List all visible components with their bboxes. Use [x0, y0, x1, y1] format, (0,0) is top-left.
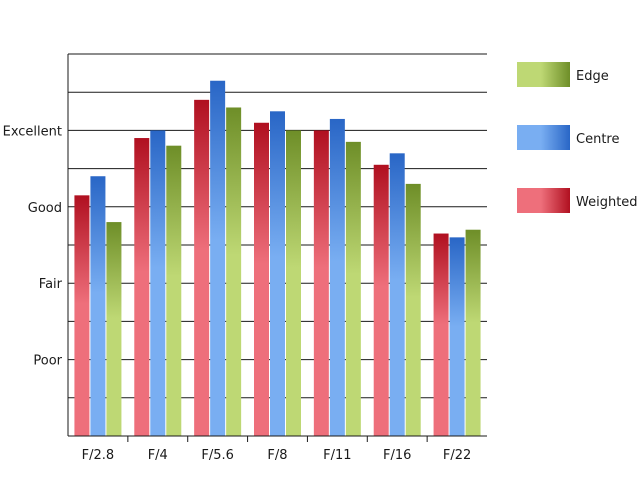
- bar-weighted-5: [373, 164, 389, 436]
- x-tick-label: F/5.6: [201, 448, 234, 463]
- legend-swatch-weighted: [517, 188, 570, 213]
- bar-edge-2: [226, 107, 242, 436]
- legend: Edge Centre Weighted: [517, 62, 638, 213]
- y-tick-label: Poor: [33, 354, 62, 369]
- bar-edge-5: [405, 183, 421, 436]
- bar-weighted-4: [313, 130, 329, 436]
- x-tick-label: F/2.8: [82, 448, 115, 463]
- bar-weighted-6: [433, 233, 449, 436]
- bar-weighted-2: [194, 99, 210, 436]
- legend-swatch-edge: [517, 62, 570, 87]
- bar-weighted-3: [254, 122, 269, 436]
- bar-edge-3: [286, 130, 301, 436]
- x-tick-label: F/11: [323, 448, 351, 463]
- bars: [74, 80, 481, 437]
- x-tick-label: F/8: [267, 448, 287, 463]
- bar-edge-6: [465, 229, 481, 436]
- x-tick-label: F/16: [383, 448, 411, 463]
- bar-centre-1: [150, 130, 166, 436]
- bar-edge-1: [166, 145, 182, 436]
- bar-centre-2: [210, 80, 226, 437]
- x-tick-label: F/4: [148, 448, 168, 463]
- bar-centre-0: [90, 176, 106, 437]
- bar-centre-4: [329, 118, 345, 436]
- y-tick-label: Good: [28, 201, 62, 216]
- bar-centre-5: [389, 153, 405, 436]
- legend-label-weighted: Weighted: [576, 195, 638, 210]
- bar-weighted-1: [134, 138, 150, 437]
- legend-label-centre: Centre: [576, 132, 619, 147]
- bar-edge-4: [345, 141, 361, 437]
- y-tick-labels: Poor Fair Good Excellent: [3, 124, 63, 368]
- bar-edge-0: [106, 222, 122, 436]
- bar-centre-6: [449, 237, 465, 436]
- legend-swatch-centre: [517, 125, 570, 150]
- y-tick-label: Fair: [39, 277, 63, 292]
- x-tick-label: F/22: [443, 448, 471, 463]
- axes: [67, 54, 487, 442]
- bar-weighted-0: [74, 195, 90, 436]
- y-tick-label: Excellent: [3, 124, 62, 139]
- bar-centre-3: [270, 111, 285, 437]
- legend-label-edge: Edge: [576, 69, 609, 84]
- x-tick-labels: F/2.8 F/4 F/5.6 F/8 F/11 F/16 F/22: [82, 448, 472, 463]
